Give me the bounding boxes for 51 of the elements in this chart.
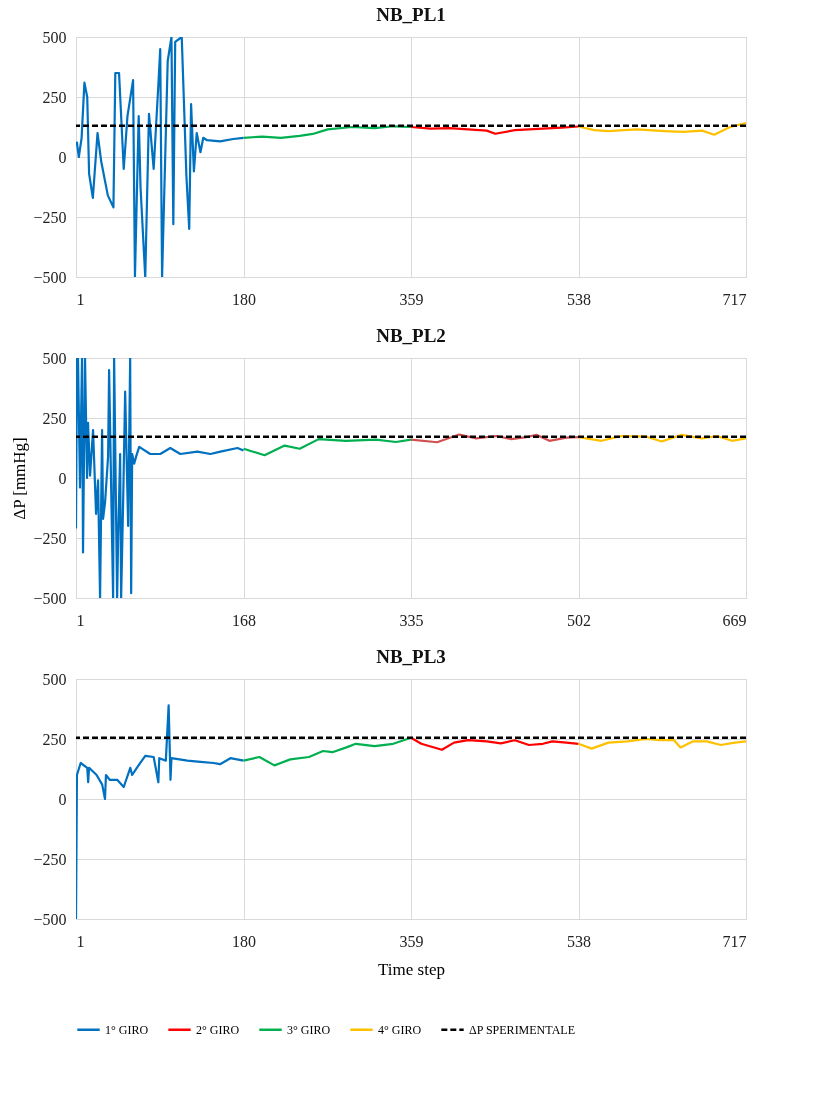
line-series bbox=[76, 704, 245, 919]
line-series bbox=[242, 438, 413, 457]
y-tick-label: −250 bbox=[33, 850, 67, 868]
x-tick-label: 1 bbox=[76, 290, 85, 308]
legend-label: 3° GIRO bbox=[287, 1022, 331, 1037]
x-tick-label: 669 bbox=[722, 611, 747, 629]
legend-label: 2° GIRO bbox=[196, 1022, 240, 1037]
line-series bbox=[242, 125, 413, 139]
line-series bbox=[409, 433, 580, 444]
chart-title: NB_PL2 bbox=[376, 325, 446, 346]
x-tick-label: 717 bbox=[722, 290, 747, 308]
legend-label: 1° GIRO bbox=[105, 1022, 149, 1037]
x-tick-label: 717 bbox=[722, 932, 747, 950]
y-tick-label: 0 bbox=[58, 469, 67, 487]
y-tick-label: 0 bbox=[58, 790, 67, 808]
y-tick-label: 500 bbox=[42, 28, 67, 46]
line-series bbox=[76, 37, 245, 277]
line-series bbox=[76, 358, 245, 598]
x-tick-label: 359 bbox=[399, 932, 424, 950]
chart-title: NB_PL3 bbox=[376, 646, 446, 667]
x-tick-label: 180 bbox=[232, 290, 256, 308]
x-tick-label: 502 bbox=[567, 611, 591, 629]
y-tick-label: 500 bbox=[42, 349, 67, 367]
x-tick-label: 359 bbox=[399, 290, 424, 308]
x-tick-label: 538 bbox=[567, 290, 591, 308]
chart-title: NB_PL1 bbox=[376, 4, 446, 25]
legend-label: 4° GIRO bbox=[378, 1022, 422, 1037]
x-tick-label: 1 bbox=[76, 932, 85, 950]
y-tick-label: 500 bbox=[42, 670, 67, 688]
x-tick-label: 180 bbox=[232, 932, 256, 950]
y-tick-label: 0 bbox=[58, 148, 67, 166]
legend-label: ΔP SPERIMENTALE bbox=[469, 1022, 575, 1037]
y-tick-label: 250 bbox=[42, 730, 67, 748]
x-tick-label: 1 bbox=[76, 611, 85, 629]
y-axis-title: ΔP [mmHg] bbox=[10, 437, 30, 520]
line-series bbox=[409, 125, 580, 135]
x-tick-label: 538 bbox=[567, 932, 591, 950]
y-tick-label: −500 bbox=[33, 910, 67, 928]
y-tick-label: −250 bbox=[33, 208, 67, 226]
y-tick-label: −500 bbox=[33, 268, 67, 286]
y-tick-label: 250 bbox=[42, 88, 67, 106]
y-tick-label: −500 bbox=[33, 589, 67, 607]
x-axis-title: Time step bbox=[378, 959, 445, 979]
line-series bbox=[409, 736, 580, 751]
y-tick-label: 250 bbox=[42, 409, 67, 427]
y-tick-label: −250 bbox=[33, 529, 67, 547]
line-series bbox=[577, 737, 746, 750]
x-tick-label: 335 bbox=[399, 611, 424, 629]
x-tick-label: 168 bbox=[232, 611, 256, 629]
line-series bbox=[577, 433, 746, 443]
line-series bbox=[577, 122, 746, 136]
